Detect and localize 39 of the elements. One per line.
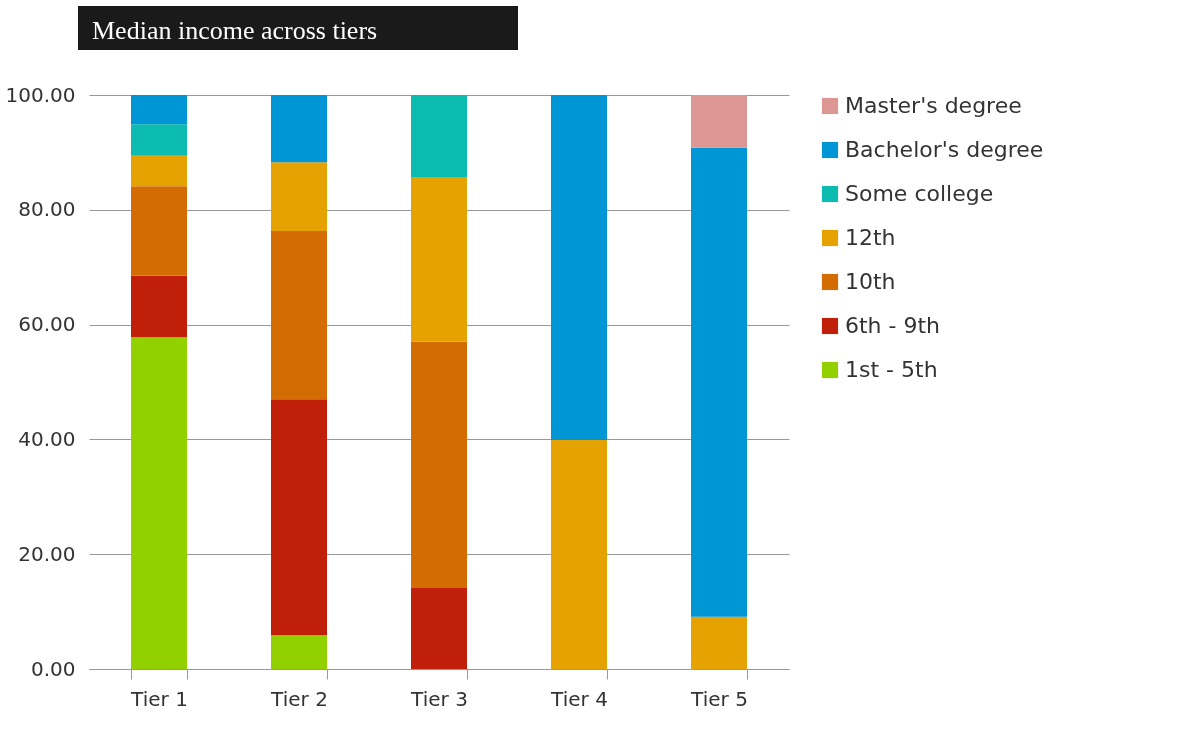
bar bbox=[411, 177, 467, 342]
bar bbox=[551, 95, 607, 440]
legend-label: 12th bbox=[845, 225, 896, 250]
legend-label: 10th bbox=[845, 269, 896, 294]
bar bbox=[691, 616, 747, 669]
y-tick-label: 20.00 bbox=[18, 541, 76, 566]
bar bbox=[131, 186, 187, 276]
y-tick-label: 0.00 bbox=[30, 656, 76, 681]
x-tick-label: Tier 1 bbox=[130, 686, 188, 711]
bar bbox=[131, 275, 187, 338]
bar bbox=[411, 341, 467, 589]
chart-title: Median income across tiers bbox=[78, 6, 518, 50]
y-tick-label: 40.00 bbox=[18, 426, 76, 451]
x-tick-label: Tier 4 bbox=[550, 686, 608, 711]
bar bbox=[131, 337, 187, 669]
legend-label: 6th - 9th bbox=[845, 313, 941, 338]
bar bbox=[411, 588, 467, 669]
bar bbox=[411, 95, 467, 178]
legend-label: Some college bbox=[845, 181, 994, 206]
legend-label: Master's degree bbox=[845, 93, 1022, 118]
bar bbox=[551, 439, 607, 669]
x-tick-label: Tier 2 bbox=[270, 686, 328, 711]
bar bbox=[131, 155, 187, 187]
x-tick-label: Tier 5 bbox=[690, 686, 748, 711]
bar bbox=[691, 95, 747, 148]
bar bbox=[131, 124, 187, 156]
bar bbox=[691, 147, 747, 617]
x-tick-label: Tier 3 bbox=[410, 686, 468, 711]
bar bbox=[131, 95, 187, 125]
bar bbox=[271, 399, 327, 636]
y-tick-label: 80.00 bbox=[18, 197, 76, 222]
y-tick-label: 100.00 bbox=[5, 82, 76, 107]
bar bbox=[271, 95, 327, 163]
bar bbox=[271, 231, 327, 400]
bar bbox=[271, 162, 327, 232]
legend-label: Bachelor's degree bbox=[845, 137, 1044, 162]
bar bbox=[271, 635, 327, 669]
legend-label: 1st - 5th bbox=[845, 357, 938, 382]
y-tick-label: 60.00 bbox=[18, 312, 76, 337]
